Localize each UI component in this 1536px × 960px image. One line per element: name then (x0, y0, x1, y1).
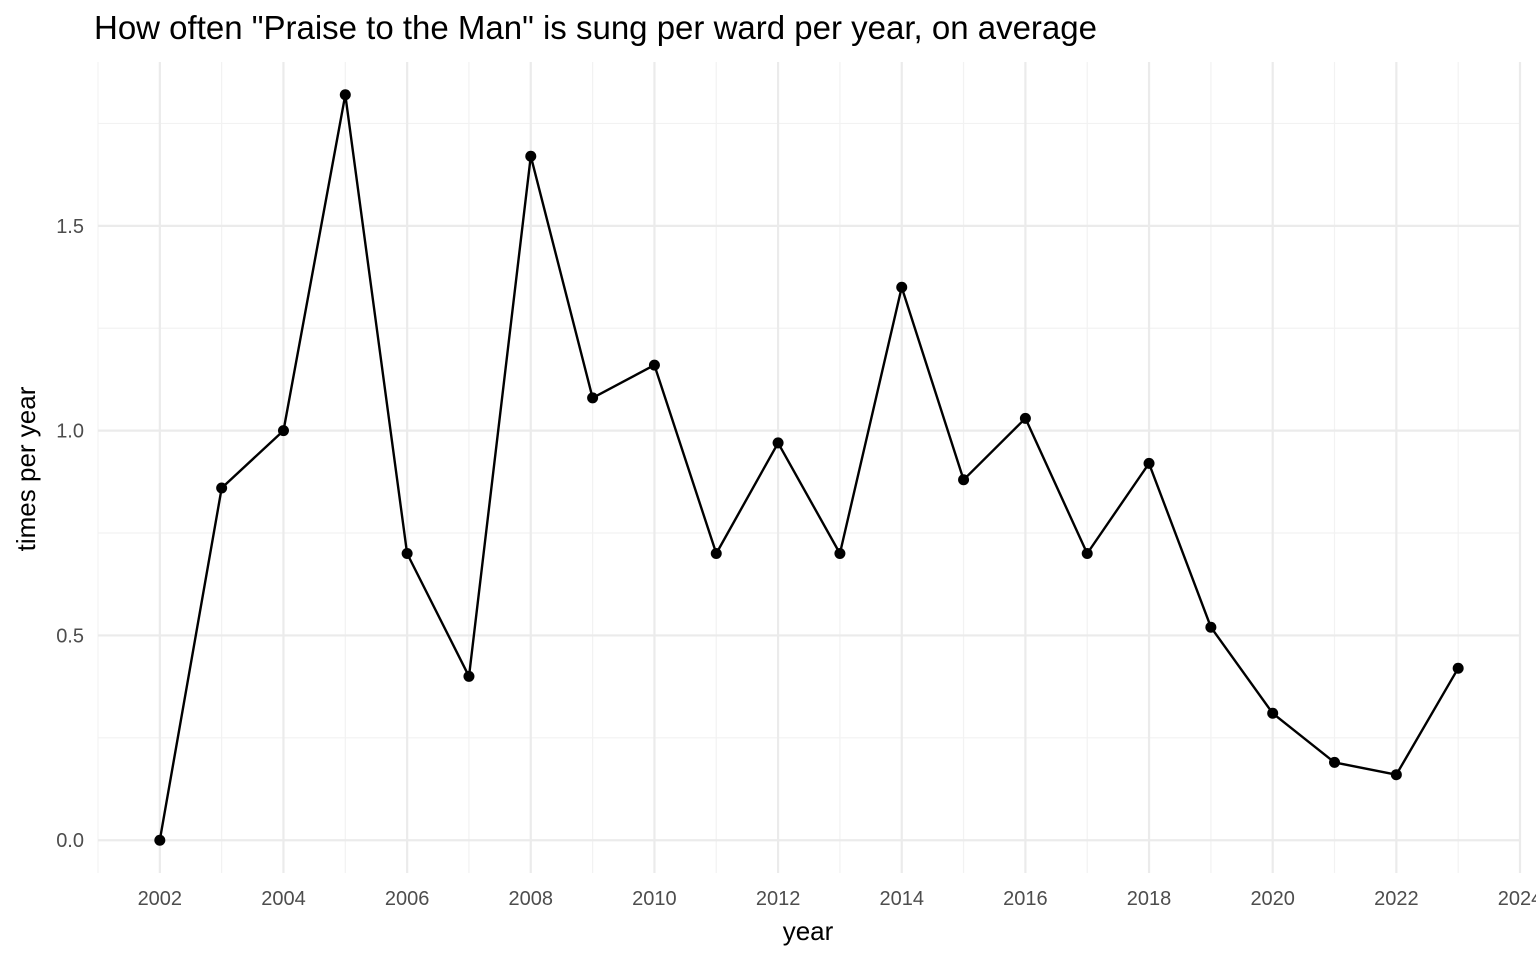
data-point (1267, 707, 1279, 719)
series-line (158, 93, 1460, 841)
x-tick-label: 2020 (1250, 888, 1295, 910)
data-point (1329, 756, 1341, 768)
y-tick-label: 1.0 (56, 421, 84, 443)
data-point (339, 89, 351, 101)
tick-labels: 2002 2004 2006 2008 2010 2012 2014 2016 2018 2020… (56, 216, 1536, 910)
x-tick-label: 2004 (261, 888, 306, 910)
x-tick-label: 2002 (138, 888, 183, 910)
x-tick-label: 2016 (1003, 888, 1048, 910)
y-tick-label: 0.0 (56, 830, 84, 852)
y-axis-title: times per year (11, 386, 41, 551)
data-point (648, 359, 660, 371)
data-point (1205, 621, 1217, 633)
minor-gridlines (97, 62, 1520, 873)
x-tick-label: 2008 (509, 888, 554, 910)
x-tick-label: 2024 (1498, 888, 1536, 910)
data-point (277, 425, 289, 437)
chart-title: How often "Praise to the Man" is sung pe… (94, 9, 1097, 46)
data-point (1390, 769, 1402, 781)
x-tick-label: 2014 (879, 888, 924, 910)
data-point (401, 548, 413, 560)
data-point (1081, 548, 1093, 560)
series-layer (154, 89, 1464, 846)
data-point (772, 437, 784, 449)
x-axis-title: year (783, 916, 834, 946)
data-point (958, 474, 970, 486)
data-point (834, 548, 846, 560)
data-point (587, 392, 599, 404)
x-tick-label: 2012 (756, 888, 801, 910)
x-tick-label: 2010 (632, 888, 677, 910)
major-gridlines (98, 62, 1522, 873)
data-point (463, 670, 475, 682)
data-point (1019, 412, 1031, 424)
x-tick-label: 2022 (1374, 888, 1419, 910)
data-point (710, 548, 722, 560)
data-point (154, 834, 166, 846)
data-point (1143, 457, 1155, 469)
data-point (896, 281, 908, 293)
x-tick-label: 2018 (1127, 888, 1172, 910)
data-point (216, 482, 228, 494)
y-tick-label: 1.5 (56, 216, 84, 238)
y-tick-label: 0.5 (56, 625, 84, 647)
data-point (525, 150, 537, 162)
data-point (1452, 662, 1464, 674)
x-tick-label: 2006 (385, 888, 430, 910)
